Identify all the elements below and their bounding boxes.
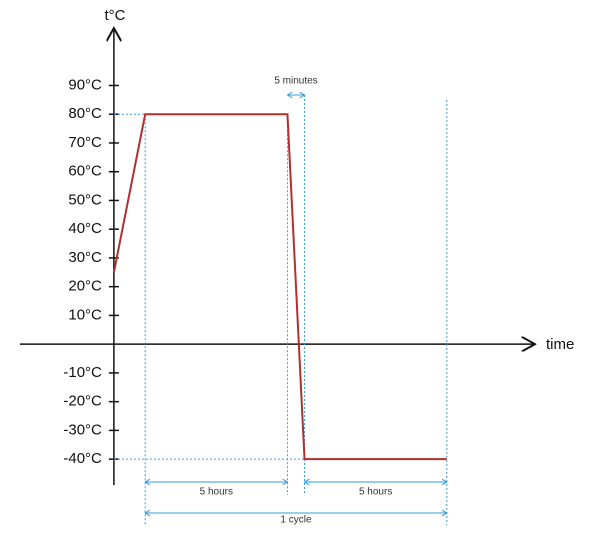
y-tick-label: -40°C — [63, 450, 102, 467]
annotation: 5 hours — [359, 487, 392, 498]
y-tick-label: 40°C — [68, 220, 102, 237]
y-tick-label: -30°C — [63, 421, 102, 438]
y-tick-label: -10°C — [63, 364, 102, 381]
annotation: 5 minutes — [274, 76, 317, 87]
y-tick-label: 10°C — [68, 306, 102, 323]
y-axis-label: t°C — [105, 7, 126, 24]
annotation: 5 hours — [200, 487, 233, 498]
y-tick-label: 70°C — [68, 134, 102, 151]
y-tick-label: -20°C — [63, 393, 102, 410]
y-tick-label: 90°C — [68, 76, 102, 93]
annotation: 1 cycle — [280, 515, 312, 526]
y-tick-label: 80°C — [68, 105, 102, 122]
y-tick-label: 60°C — [68, 163, 102, 180]
x-axis-label: time — [546, 336, 574, 353]
y-tick-label: 20°C — [68, 278, 102, 295]
y-tick-label: 30°C — [68, 249, 102, 266]
line — [112, 113, 447, 461]
y-tick-label: 50°C — [68, 191, 102, 208]
